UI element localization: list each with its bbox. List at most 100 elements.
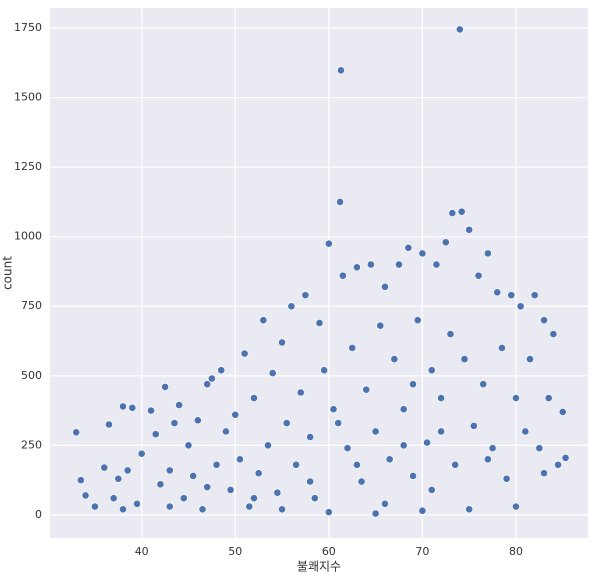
- point: [76, 476, 85, 485]
- point: [72, 428, 81, 437]
- point: [329, 405, 338, 414]
- x-axis-label: 불쾌지수: [297, 560, 341, 574]
- point: [367, 260, 375, 269]
- point: [259, 316, 268, 325]
- y-tick-label: 1750: [14, 21, 42, 34]
- point: [278, 338, 286, 347]
- point: [554, 460, 562, 469]
- point: [254, 469, 263, 478]
- point: [493, 288, 502, 297]
- point: [457, 207, 466, 216]
- point: [105, 420, 113, 429]
- point: [483, 249, 492, 258]
- point: [409, 380, 417, 389]
- y-tick-label: 0: [35, 508, 42, 521]
- point: [437, 427, 446, 436]
- plot-area: [50, 8, 588, 538]
- point: [287, 302, 296, 311]
- point: [217, 366, 226, 375]
- point: [469, 421, 478, 430]
- y-tick-label: 250: [21, 438, 42, 451]
- point: [427, 366, 436, 375]
- point: [81, 491, 90, 500]
- point: [184, 441, 193, 450]
- point: [535, 444, 544, 453]
- point: [161, 383, 169, 391]
- point: [306, 433, 315, 441]
- point: [558, 408, 567, 416]
- point: [119, 402, 127, 411]
- y-tick-label: 1000: [14, 230, 42, 243]
- point: [441, 238, 450, 247]
- point: [399, 405, 408, 414]
- point: [451, 460, 460, 469]
- point: [296, 388, 305, 397]
- point: [156, 480, 165, 489]
- point: [179, 494, 188, 503]
- point: [479, 380, 488, 389]
- point: [212, 460, 221, 469]
- point: [348, 344, 357, 352]
- point: [109, 494, 118, 503]
- point: [455, 25, 464, 34]
- point: [448, 209, 457, 217]
- point: [549, 330, 558, 338]
- point: [165, 466, 174, 475]
- point: [250, 394, 258, 402]
- point: [231, 410, 240, 419]
- point: [343, 444, 352, 453]
- point: [507, 291, 516, 300]
- point: [147, 406, 155, 415]
- point: [128, 403, 137, 412]
- point: [306, 477, 315, 486]
- point: [236, 455, 244, 464]
- point: [278, 505, 286, 514]
- point: [310, 494, 319, 503]
- point: [381, 282, 389, 291]
- point: [91, 502, 99, 511]
- point: [465, 505, 474, 514]
- point: [189, 472, 198, 480]
- point: [465, 225, 474, 234]
- point: [324, 239, 333, 248]
- point: [352, 263, 361, 272]
- point: [512, 394, 520, 402]
- point: [268, 369, 277, 377]
- point: [240, 349, 249, 358]
- point: [540, 316, 548, 325]
- point: [502, 474, 511, 483]
- point: [222, 427, 230, 436]
- point: [245, 502, 254, 511]
- x-tick-label: 70: [415, 545, 429, 558]
- point: [301, 291, 310, 300]
- point: [544, 394, 553, 402]
- point: [381, 499, 389, 508]
- point: [418, 506, 427, 515]
- point: [320, 366, 329, 375]
- point: [413, 316, 422, 325]
- point: [203, 483, 212, 491]
- point: [561, 453, 570, 462]
- x-tick-label: 60: [322, 545, 336, 558]
- y-tick-label: 500: [21, 369, 42, 382]
- point: [483, 455, 492, 464]
- point: [427, 485, 436, 494]
- point: [273, 488, 282, 497]
- point: [250, 494, 258, 503]
- point: [282, 419, 291, 427]
- point: [446, 330, 455, 338]
- point: [207, 374, 216, 383]
- x-tick-label: 40: [135, 545, 149, 558]
- point: [512, 502, 520, 511]
- point: [530, 291, 539, 300]
- point: [193, 416, 202, 425]
- point: [460, 355, 469, 364]
- point: [404, 243, 413, 252]
- point: [376, 321, 385, 330]
- point: [399, 441, 408, 450]
- point: [474, 271, 483, 280]
- point: [432, 260, 441, 269]
- point: [338, 271, 347, 280]
- point: [292, 460, 300, 469]
